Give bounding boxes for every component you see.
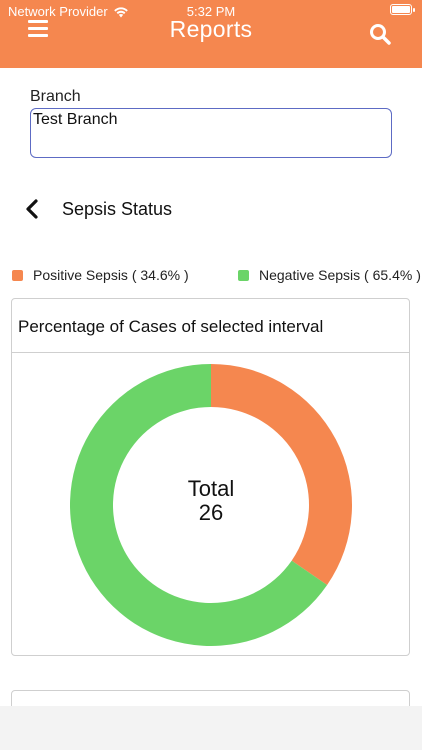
wifi-icon xyxy=(113,6,128,17)
legend-item-negative-sepsis[interactable]: Negative Sepsis ( 65.4% ) xyxy=(238,267,421,283)
section-title: Sepsis Status xyxy=(62,199,173,219)
legend-swatch xyxy=(12,269,23,281)
chart-card: Percentage of Cases of selected interval… xyxy=(11,298,410,656)
chart-title: Percentage of Cases of selected interval xyxy=(18,317,324,336)
card-divider xyxy=(12,352,409,353)
search-icon xyxy=(370,24,391,45)
hamburger-menu-icon xyxy=(28,20,48,23)
search-button[interactable] xyxy=(368,22,392,46)
bottom-bar xyxy=(0,706,422,750)
legend-item-positive-sepsis[interactable]: Positive Sepsis ( 34.6% ) xyxy=(12,267,189,283)
back-button[interactable] xyxy=(22,197,44,221)
chevron-left-icon xyxy=(26,199,38,219)
branch-input[interactable]: Test Branch xyxy=(30,108,392,158)
donut-slice-negative-sepsis[interactable] xyxy=(70,364,328,646)
battery-icon xyxy=(390,4,415,15)
donut-slice-positive-sepsis[interactable] xyxy=(211,364,352,585)
legend-label: Positive Sepsis ( 34.6% ) xyxy=(33,267,189,283)
app-header: Network Provider 5:32 PM Reports xyxy=(0,0,422,68)
donut-chart: Total 26 xyxy=(70,364,352,646)
status-time: 5:32 PM xyxy=(186,4,236,19)
legend-label: Negative Sepsis ( 65.4% ) xyxy=(259,267,421,283)
menu-button[interactable] xyxy=(28,20,52,40)
branch-label: Branch xyxy=(30,88,81,105)
status-carrier: Network Provider xyxy=(8,4,129,19)
donut-center-label: Total xyxy=(188,476,234,501)
legend-swatch xyxy=(238,269,249,281)
carrier-name: Network Provider xyxy=(8,4,108,19)
page-title: Reports xyxy=(169,16,253,42)
donut-center-value: 26 xyxy=(199,500,223,525)
